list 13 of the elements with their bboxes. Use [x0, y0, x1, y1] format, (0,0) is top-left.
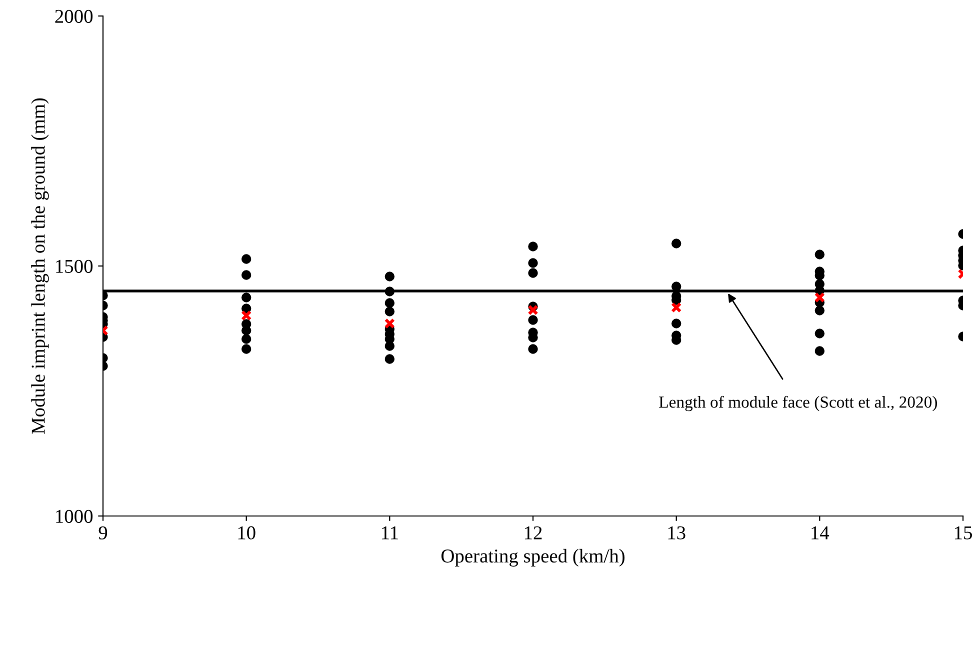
- x-tick-label: 15: [954, 526, 972, 540]
- x-tick-label: 10: [238, 526, 256, 540]
- y-tick-label: 1500: [56, 260, 93, 273]
- x-axis-title: Operating speed (km/h): [441, 548, 624, 567]
- x-tick-label: 14: [812, 526, 830, 540]
- y-tick-label: 1000: [56, 510, 93, 523]
- x-tick-label: 9: [98, 526, 108, 540]
- annotation: Length of module face (Scott et al., 2020): [659, 396, 937, 412]
- y-tick-label: 2000: [55, 10, 93, 23]
- x-tick-label: 11: [382, 526, 398, 540]
- x-tick-label: 13: [668, 526, 686, 540]
- x-tick-label: 12: [524, 526, 542, 540]
- y-axis-title: Module imprint length on the ground (mm): [31, 98, 49, 434]
